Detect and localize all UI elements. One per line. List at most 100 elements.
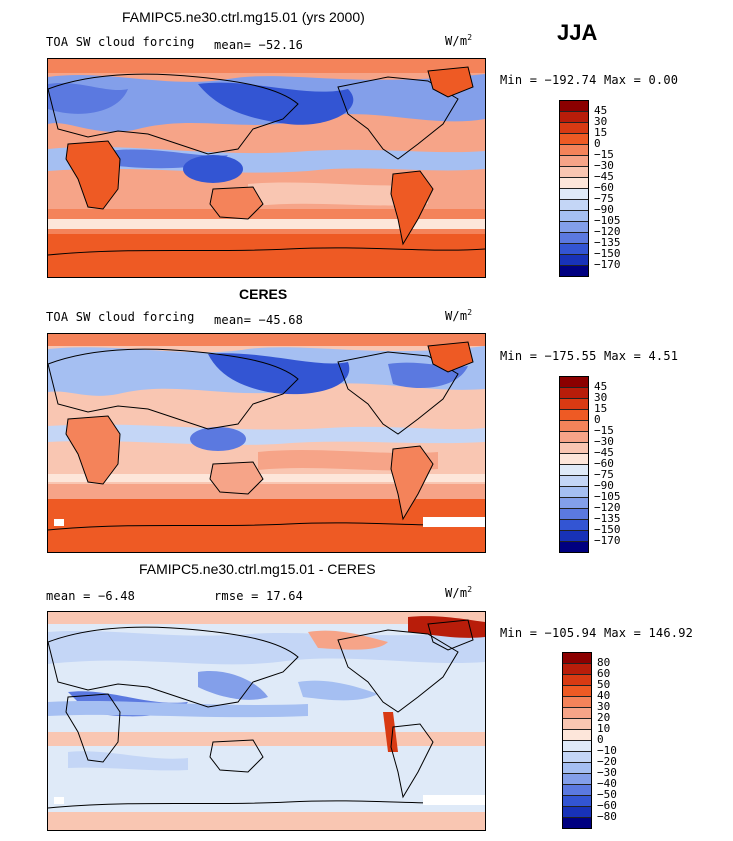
colorbar-swatch bbox=[563, 707, 591, 718]
colorbar-tick-label: −90 bbox=[594, 479, 614, 492]
colorbar-swatch bbox=[563, 729, 591, 740]
panel1-subtitle: TOA SW cloud forcing bbox=[46, 35, 195, 49]
panel1-map-svg bbox=[48, 59, 485, 277]
colorbar-swatch bbox=[563, 696, 591, 707]
colorbar-swatch bbox=[560, 101, 588, 111]
panel1-mean: mean= −52.16 bbox=[214, 38, 304, 52]
colorbar-swatch bbox=[560, 144, 588, 155]
panel3-units: W/m2 bbox=[445, 585, 473, 600]
colorbar-tick-label: −60 bbox=[597, 799, 617, 812]
colorbar-tick-label: 10 bbox=[597, 722, 611, 735]
colorbar-swatch bbox=[560, 398, 588, 409]
colorbar-tick-label: 30 bbox=[594, 391, 608, 404]
colorbar-swatch bbox=[563, 806, 591, 817]
colorbar-tick-label: −135 bbox=[594, 236, 621, 249]
colorbar-tick-label: −50 bbox=[597, 788, 617, 801]
colorbar-swatch bbox=[560, 133, 588, 144]
colorbar-swatch bbox=[560, 199, 588, 210]
colorbar-tick-label: −90 bbox=[594, 203, 614, 216]
panel2-units: W/m2 bbox=[445, 308, 473, 323]
colorbar-tick-label: −170 bbox=[594, 534, 621, 547]
colorbar-swatch bbox=[560, 122, 588, 133]
colorbar-swatch bbox=[560, 377, 588, 387]
colorbar-tick-label: 50 bbox=[597, 678, 611, 691]
colorbar-swatch bbox=[560, 265, 588, 276]
colorbar-swatch bbox=[560, 210, 588, 221]
panel2-map-svg bbox=[48, 334, 485, 552]
colorbar-swatch bbox=[560, 409, 588, 420]
colorbar-tick-label: −20 bbox=[597, 755, 617, 768]
colorbar-tick-label: 45 bbox=[594, 104, 608, 117]
colorbar-tick-label: 40 bbox=[597, 689, 611, 702]
colorbar-tick-label: −105 bbox=[594, 490, 621, 503]
colorbar-tick-label: 45 bbox=[594, 380, 608, 393]
colorbar-tick-label: 0 bbox=[594, 137, 601, 150]
colorbar-swatch bbox=[563, 740, 591, 751]
colorbar-tick-label: −135 bbox=[594, 512, 621, 525]
colorbar-swatch bbox=[563, 751, 591, 762]
colorbar-swatch bbox=[563, 795, 591, 806]
colorbar-tick-label: −150 bbox=[594, 247, 621, 260]
panel3-colorbar bbox=[562, 652, 592, 829]
colorbar-tick-label: −80 bbox=[597, 810, 617, 823]
colorbar-swatch bbox=[563, 685, 591, 696]
colorbar-tick-label: −30 bbox=[594, 159, 614, 172]
colorbar-tick-label: −170 bbox=[594, 258, 621, 271]
colorbar-tick-label: −10 bbox=[597, 744, 617, 757]
panel2-title: CERES bbox=[239, 286, 288, 302]
panel2-colorbar bbox=[559, 376, 589, 553]
panel2-minmax: Min = −175.55 Max = 4.51 bbox=[500, 349, 679, 363]
panel1-map bbox=[47, 58, 486, 278]
colorbar-swatch bbox=[560, 508, 588, 519]
colorbar-tick-label: 20 bbox=[597, 711, 611, 724]
panel2-mean: mean= −45.68 bbox=[214, 313, 304, 327]
colorbar-swatch bbox=[560, 420, 588, 431]
colorbar-swatch bbox=[563, 773, 591, 784]
colorbar-tick-label: 0 bbox=[594, 413, 601, 426]
season-label: JJA bbox=[557, 20, 598, 45]
colorbar-tick-label: −45 bbox=[594, 446, 614, 459]
colorbar-swatch bbox=[560, 243, 588, 254]
colorbar-swatch bbox=[560, 497, 588, 508]
colorbar-swatch bbox=[560, 475, 588, 486]
colorbar-swatch bbox=[560, 541, 588, 552]
panel2-map bbox=[47, 333, 486, 553]
colorbar-tick-label: −15 bbox=[594, 424, 614, 437]
colorbar-swatch bbox=[560, 188, 588, 199]
colorbar-tick-label: −60 bbox=[594, 181, 614, 194]
colorbar-swatch bbox=[563, 718, 591, 729]
colorbar-tick-label: 30 bbox=[594, 115, 608, 128]
colorbar-swatch bbox=[560, 442, 588, 453]
panel1-units: W/m2 bbox=[445, 33, 473, 48]
colorbar-swatch bbox=[560, 111, 588, 122]
colorbar-swatch bbox=[560, 155, 588, 166]
panel3-map-svg bbox=[48, 612, 485, 830]
colorbar-swatch bbox=[560, 431, 588, 442]
colorbar-tick-label: −105 bbox=[594, 214, 621, 227]
colorbar-swatch bbox=[560, 387, 588, 398]
colorbar-swatch bbox=[560, 232, 588, 243]
colorbar-swatch bbox=[563, 674, 591, 685]
colorbar-tick-label: −30 bbox=[594, 435, 614, 448]
colorbar-tick-label: −15 bbox=[594, 148, 614, 161]
colorbar-swatch bbox=[563, 653, 591, 663]
colorbar-swatch bbox=[560, 464, 588, 475]
colorbar-swatch bbox=[560, 453, 588, 464]
colorbar-tick-label: −150 bbox=[594, 523, 621, 536]
colorbar-tick-label: 60 bbox=[597, 667, 611, 680]
colorbar-swatch bbox=[560, 486, 588, 497]
panel2-subtitle: TOA SW cloud forcing bbox=[46, 310, 195, 324]
panel3-title: FAMIPC5.ne30.ctrl.mg15.01 - CERES bbox=[139, 561, 376, 577]
colorbar-tick-label: 80 bbox=[597, 656, 611, 669]
colorbar-tick-label: −30 bbox=[597, 766, 617, 779]
colorbar-swatch bbox=[563, 663, 591, 674]
panel3-mean: mean = −6.48 bbox=[46, 589, 136, 603]
panel3-map bbox=[47, 611, 486, 831]
colorbar-tick-label: 15 bbox=[594, 126, 608, 139]
colorbar-swatch bbox=[560, 177, 588, 188]
colorbar-tick-label: 0 bbox=[597, 733, 604, 746]
colorbar-tick-label: −60 bbox=[594, 457, 614, 470]
colorbar-swatch bbox=[563, 762, 591, 773]
colorbar-tick-label: −75 bbox=[594, 468, 614, 481]
colorbar-swatch bbox=[560, 254, 588, 265]
